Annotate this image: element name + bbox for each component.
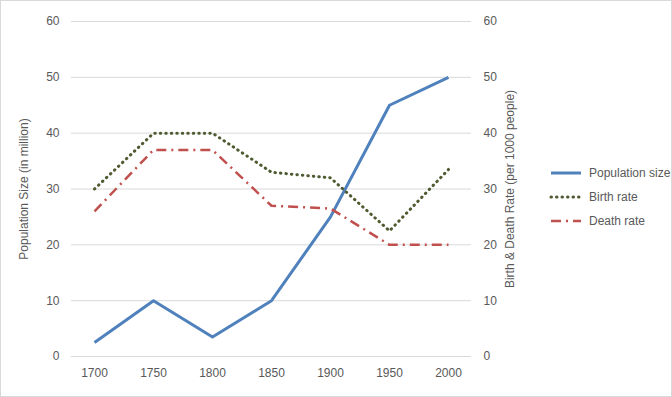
svg-text:40: 40 bbox=[46, 126, 60, 140]
svg-text:30: 30 bbox=[46, 182, 60, 196]
svg-text:1800: 1800 bbox=[199, 366, 226, 380]
svg-text:Population Size (in million): Population Size (in million) bbox=[17, 118, 31, 259]
html-text:Population size: Population size bbox=[589, 166, 671, 180]
svg-text:Birth & Death Rate (per 1000 p: Birth & Death Rate (per 1000 people) bbox=[503, 90, 517, 288]
svg-text:20: 20 bbox=[484, 238, 498, 252]
svg-text:1850: 1850 bbox=[258, 366, 285, 380]
svg-text:1750: 1750 bbox=[140, 366, 167, 380]
svg-text:20: 20 bbox=[46, 238, 60, 252]
svg-text:10: 10 bbox=[484, 294, 498, 308]
svg-text:30: 30 bbox=[484, 182, 498, 196]
html-text:Death rate: Death rate bbox=[589, 214, 645, 228]
svg-text:40: 40 bbox=[484, 126, 498, 140]
html-text:Birth rate: Birth rate bbox=[589, 190, 638, 204]
svg-text:60: 60 bbox=[484, 14, 498, 28]
svg-text:1900: 1900 bbox=[317, 366, 344, 380]
svg-text:0: 0 bbox=[484, 349, 491, 363]
svg-text:50: 50 bbox=[46, 70, 60, 84]
svg-text:2000: 2000 bbox=[435, 366, 462, 380]
svg-text:1700: 1700 bbox=[81, 366, 108, 380]
svg-text:1950: 1950 bbox=[376, 366, 403, 380]
svg-text:60: 60 bbox=[46, 14, 60, 28]
svg-text:0: 0 bbox=[53, 349, 60, 363]
svg-text:50: 50 bbox=[484, 70, 498, 84]
svg-text:10: 10 bbox=[46, 294, 60, 308]
